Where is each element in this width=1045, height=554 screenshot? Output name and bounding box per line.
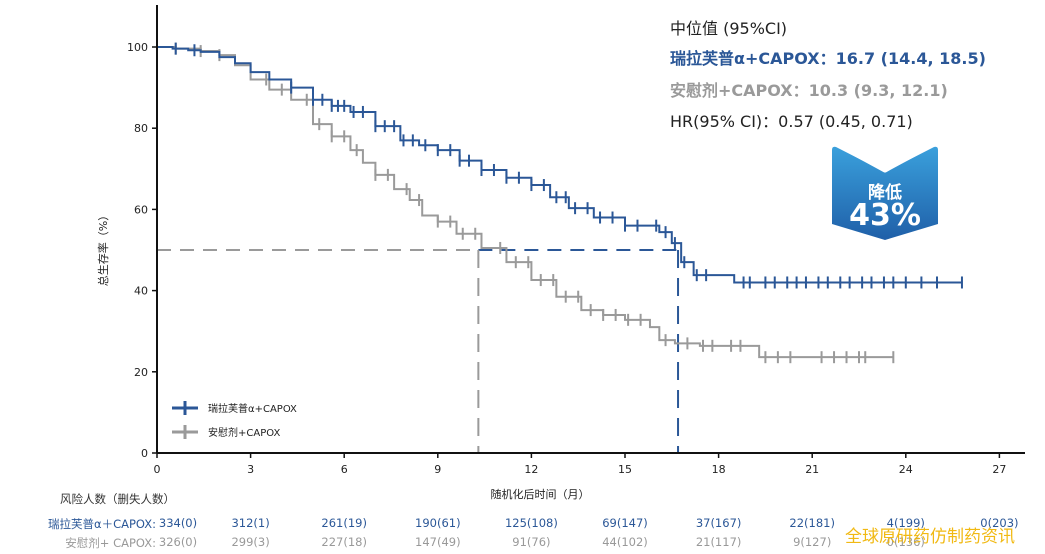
y-tick-label: 60: [134, 203, 148, 216]
x-tick-label: 21: [805, 463, 819, 476]
chevron-down-icon: [849, 149, 921, 173]
risk-cell: 125(108): [504, 516, 558, 530]
risk-table-header: 风险人数（删失人数）: [60, 492, 175, 506]
risk-cell: 190(61): [415, 516, 461, 530]
legend: 瑞拉芙普α+CAPOX 安慰剂+CAPOX: [172, 401, 297, 439]
survival-curve-arm-b: [157, 46, 894, 359]
risk-cell: 0(136): [886, 535, 925, 549]
x-tick-label: 24: [899, 463, 913, 476]
median-title: 中位值 (95%CI): [670, 19, 788, 38]
risk-cell: 261(19): [321, 516, 367, 530]
x-tick-label: 27: [992, 463, 1006, 476]
risk-cell: 9(127): [793, 535, 832, 549]
x-tick-label: 0: [154, 463, 161, 476]
median-arm-b: 安慰剂+CAPOX：10.3 (9.3, 12.1): [670, 81, 948, 100]
watermark: 全球原研药仿制药资讯: [845, 527, 1015, 547]
y-tick-label: 100: [127, 41, 148, 54]
y-tick-label: 20: [134, 366, 148, 379]
legend-label-arm-a: 瑞拉芙普α+CAPOX: [208, 402, 297, 415]
badge-shape-icon: [832, 146, 938, 240]
risk-cell: 44(102): [602, 535, 648, 549]
risk-cell: 4(199): [886, 516, 925, 530]
x-tick-label: 18: [712, 463, 726, 476]
y-axis-title: 总生存率（%）: [96, 210, 110, 286]
risk-cell: 299(3): [231, 535, 270, 549]
risk-cell: 69(147): [602, 516, 648, 530]
risk-cell: 312(1): [231, 516, 270, 530]
badge-value: 43%: [849, 198, 921, 233]
x-tick-label: 3: [247, 463, 254, 476]
y-tick-label: 40: [134, 285, 148, 298]
risk-row-label: 瑞拉芙普α＋CAPOX:: [48, 517, 156, 531]
risk-cell: 0(203): [980, 516, 1019, 530]
risk-cell: 326(0): [158, 535, 198, 549]
risk-row-label: 安慰剂+ CAPOX:: [65, 536, 156, 550]
median-arm-a: 瑞拉芙普α+CAPOX：16.7 (14.4, 18.5): [670, 49, 986, 68]
y-tick-label: 0: [141, 447, 148, 460]
risk-cell: 21(117): [695, 535, 742, 549]
x-tick-label: 12: [524, 463, 538, 476]
risk-cell: 22(181): [789, 516, 835, 530]
risk-cell: 227(18): [321, 535, 367, 549]
hazard-ratio: HR(95% CI)：0.57 (0.45, 0.71): [670, 112, 913, 131]
x-tick-label: 6: [341, 463, 348, 476]
legend-label-arm-b: 安慰剂+CAPOX: [208, 426, 280, 439]
x-axis-title: 随机化后时间（月）: [491, 487, 590, 501]
x-tick-label: 9: [434, 463, 441, 476]
risk-reduction-badge: 降低 43%: [832, 144, 938, 240]
risk-cell: 147(49): [415, 535, 461, 549]
x-tick-label: 15: [618, 463, 632, 476]
risk-cell: 334(0): [158, 516, 198, 530]
risk-cell: 37(167): [695, 516, 742, 530]
risk-cell: 91(76): [512, 535, 551, 549]
badge-label: 降低: [868, 183, 902, 203]
y-tick-label: 80: [134, 122, 148, 135]
